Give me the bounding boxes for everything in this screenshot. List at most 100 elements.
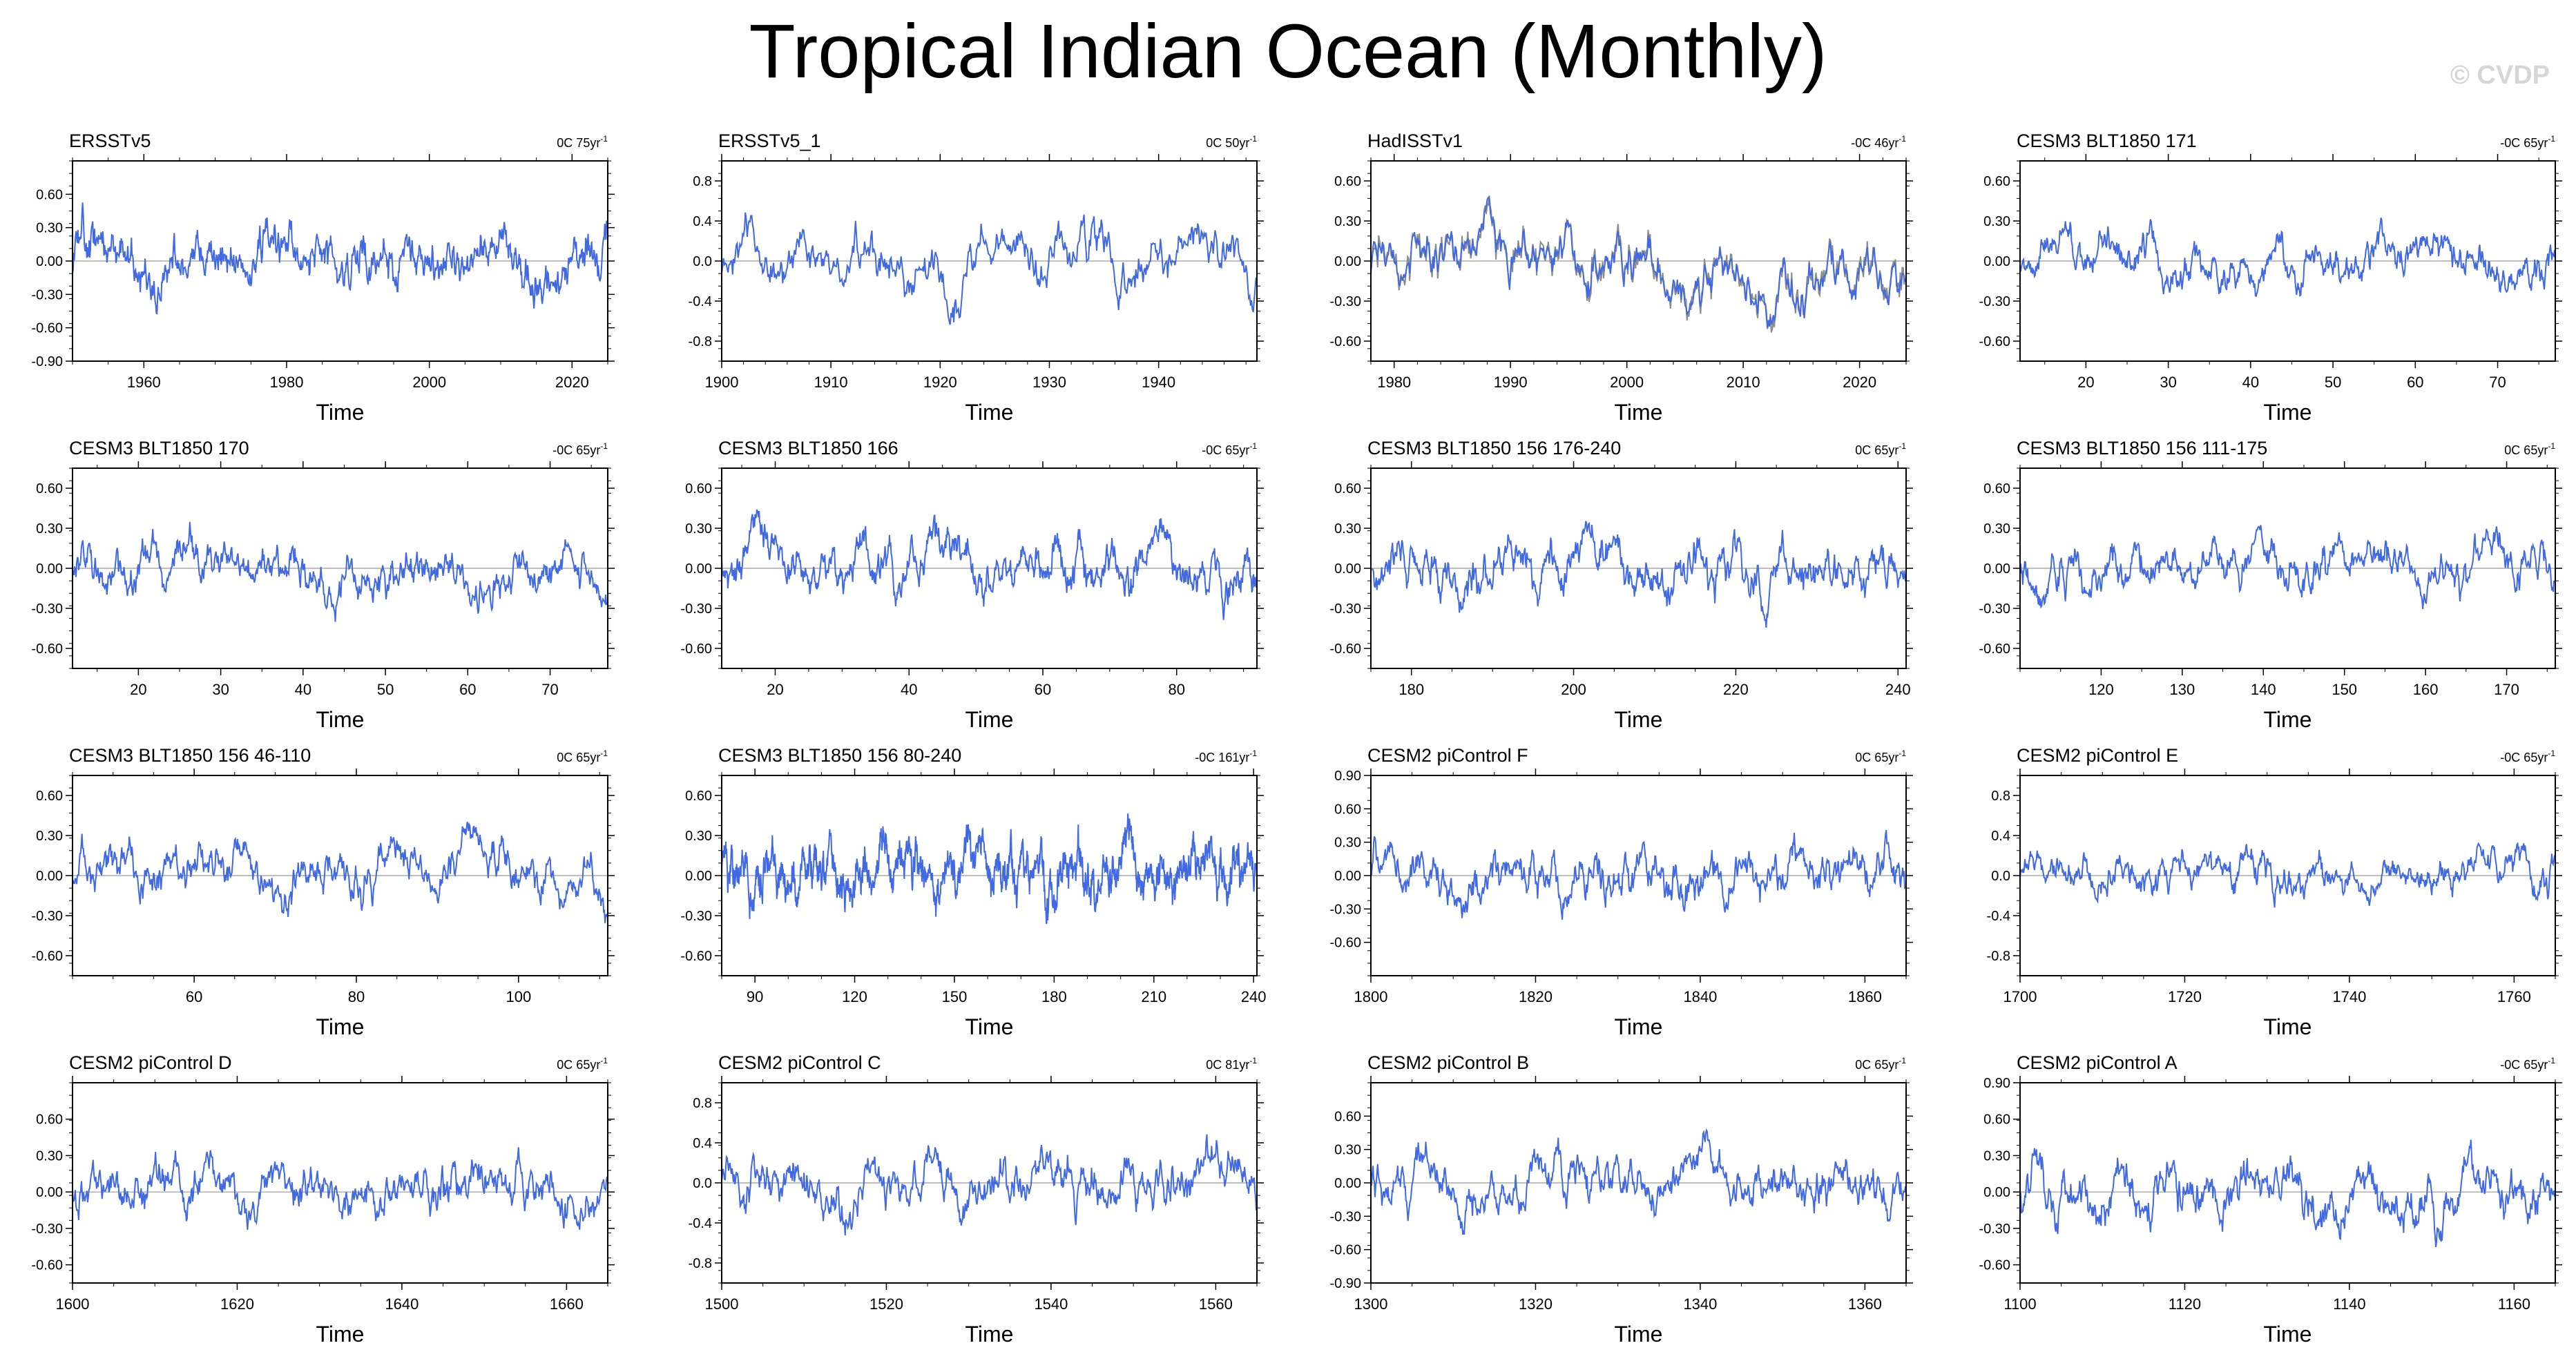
panel-title: ERSSTv5 xyxy=(69,131,151,151)
x-tick-label: 1140 xyxy=(2333,1295,2365,1313)
x-tick-label: 1980 xyxy=(270,374,304,391)
panel-title: CESM3 BLT1850 156 80-240 xyxy=(718,745,961,766)
x-tick-label: 20 xyxy=(767,681,783,698)
panel-16: CESM2 piControl A -0C 65yr-1 0.90 0.60 0.30 0… xyxy=(1979,1052,2562,1347)
figure-title: Tropical Indian Ocean (Monthly) xyxy=(749,9,1827,94)
x-tick-label: 30 xyxy=(2160,374,2176,391)
x-axis-label: Time xyxy=(965,1322,1014,1347)
y-tick-label: -0.4 xyxy=(1987,909,2010,924)
y-tick-label: 0.00 xyxy=(36,254,63,269)
y-tick-label: 0.60 xyxy=(36,481,63,496)
panel-title: CESM3 BLT1850 156 46-110 xyxy=(69,745,311,766)
x-axis-label: Time xyxy=(965,400,1014,425)
x-tick-label: 180 xyxy=(1398,681,1424,698)
x-axis-label: Time xyxy=(2264,1322,2312,1347)
x-tick-label: 1300 xyxy=(1354,1295,1388,1313)
y-tick-label: 0.30 xyxy=(36,221,63,236)
y-tick-label: -0.60 xyxy=(31,949,63,964)
y-tick-label: -0.8 xyxy=(689,334,712,349)
x-axis-label: Time xyxy=(2264,707,2312,732)
y-tick-label: -0.4 xyxy=(689,294,712,309)
y-tick-label: 0.0 xyxy=(693,254,712,269)
y-tick-label: 0.30 xyxy=(1983,1148,2010,1164)
y-tick-label: -0.90 xyxy=(1329,1276,1361,1291)
x-tick-label: 70 xyxy=(2489,374,2506,391)
x-tick-label: 90 xyxy=(747,988,763,1005)
y-tick-label: 0.60 xyxy=(1983,174,2010,189)
panel-13: CESM2 piControl D 0C 65yr-1 0.60 0.30 0.00 -0… xyxy=(31,1052,615,1347)
x-tick-label: 1520 xyxy=(869,1295,903,1313)
y-tick-label: 0.60 xyxy=(1334,1109,1361,1124)
x-tick-label: 140 xyxy=(2251,681,2276,698)
x-tick-label: 50 xyxy=(2325,374,2341,391)
x-axis-label: Time xyxy=(1615,1322,1663,1347)
y-tick-label: -0.30 xyxy=(1979,601,2010,617)
panel-title: CESM3 BLT1850 156 176-240 xyxy=(1367,438,1621,459)
plot-frame xyxy=(72,1082,608,1284)
panel-11: CESM2 piControl F 0C 65yr-1 0.90 0.60 0.30 0.… xyxy=(1329,745,1913,1039)
y-tick-label: 0.30 xyxy=(36,521,63,537)
series-line xyxy=(1370,521,1906,628)
y-tick-label: 0.00 xyxy=(1334,561,1361,577)
x-tick-label: 2020 xyxy=(555,374,589,391)
x-tick-label: 160 xyxy=(2413,681,2439,698)
y-tick-label: -0.60 xyxy=(1329,641,1361,657)
series-line xyxy=(72,202,608,315)
trend-label: -0C 65yr-1 xyxy=(1202,441,1257,457)
y-tick-label: 0.4 xyxy=(693,1136,712,1151)
x-tick-label: 1940 xyxy=(1142,374,1175,391)
series-line xyxy=(72,521,608,622)
trend-label: 0C 65yr-1 xyxy=(1855,441,1906,457)
x-axis-label: Time xyxy=(1615,400,1663,425)
panel-1: ERSSTv5 0C 75yr-1 0.60 0.30 0.00 -0.30 -0.60 -0… xyxy=(31,131,615,425)
x-tick-label: 1990 xyxy=(1494,374,1528,391)
y-tick-label: 0.30 xyxy=(1983,214,2010,229)
x-tick-label: 120 xyxy=(842,988,867,1005)
y-tick-label: -0.60 xyxy=(1979,641,2010,657)
series-line xyxy=(1370,829,1906,920)
y-tick-label: 0.00 xyxy=(36,1185,63,1200)
x-tick-label: 1820 xyxy=(1519,988,1553,1005)
x-tick-label: 180 xyxy=(1041,988,1067,1005)
y-tick-label: 0.00 xyxy=(1983,1185,2010,1200)
x-tick-label: 1160 xyxy=(2498,1295,2530,1313)
y-tick-label: -0.8 xyxy=(689,1256,712,1271)
x-tick-label: 20 xyxy=(130,681,146,698)
series-line xyxy=(72,1147,608,1231)
panel-title: CESM2 piControl B xyxy=(1367,1052,1529,1073)
trend-label: 0C 65yr-1 xyxy=(2504,441,2555,457)
x-tick-label: 1740 xyxy=(2332,988,2366,1005)
x-tick-label: 240 xyxy=(1241,988,1267,1005)
y-tick-label: -0.8 xyxy=(1987,949,2010,964)
x-axis-label: Time xyxy=(316,1014,365,1039)
y-tick-label: 0.8 xyxy=(693,1096,712,1111)
y-tick-label: -0.30 xyxy=(1329,294,1361,309)
y-tick-label: 0.0 xyxy=(693,1176,712,1191)
y-tick-label: 0.00 xyxy=(685,869,712,884)
x-tick-label: 170 xyxy=(2494,681,2519,698)
y-tick-label: -0.30 xyxy=(1329,601,1361,617)
trend-label: 0C 65yr-1 xyxy=(1855,749,1906,764)
series-line xyxy=(1370,196,1906,328)
x-tick-label: 150 xyxy=(2332,681,2357,698)
x-tick-label: 60 xyxy=(1035,681,1051,698)
x-tick-label: 1760 xyxy=(2497,988,2531,1005)
x-tick-label: 60 xyxy=(459,681,476,698)
trend-label: -0C 65yr-1 xyxy=(2500,749,2555,764)
x-tick-label: 1500 xyxy=(705,1295,739,1313)
series-line xyxy=(2019,525,2555,610)
x-tick-label: 40 xyxy=(295,681,311,698)
panel-7: CESM3 BLT1850 156 176-240 0C 65yr-1 0.60 0.… xyxy=(1329,438,1913,732)
trend-label: 0C 75yr-1 xyxy=(557,134,608,150)
x-tick-label: 60 xyxy=(2407,374,2423,391)
trend-label: 0C 65yr-1 xyxy=(557,1056,608,1072)
x-axis-label: Time xyxy=(316,707,365,732)
trend-label: -0C 65yr-1 xyxy=(2500,134,2555,150)
y-tick-label: -0.30 xyxy=(1329,1209,1361,1224)
y-tick-label: 0.60 xyxy=(36,789,63,804)
series-line xyxy=(721,509,1258,620)
x-tick-label: 20 xyxy=(2077,374,2094,391)
y-tick-label: -0.60 xyxy=(1979,334,2010,349)
panel-title: CESM2 piControl A xyxy=(2017,1052,2178,1073)
y-tick-label: 0.30 xyxy=(36,829,63,844)
